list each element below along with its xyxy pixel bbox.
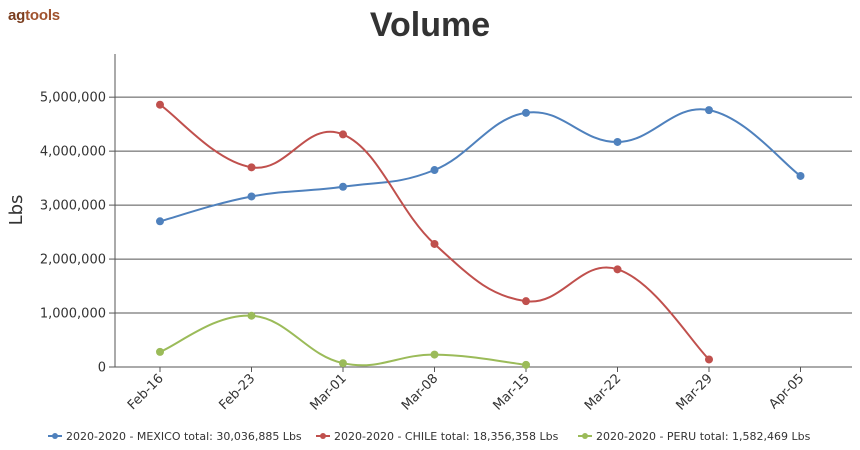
y-tick-label: 5,000,000: [40, 91, 106, 106]
mexico-data-point[interactable]: [430, 166, 439, 175]
legend-swatch-dot: [582, 433, 588, 439]
y-tick-label: 0: [98, 361, 106, 376]
chile-data-point[interactable]: [522, 297, 530, 306]
logo-suffix: tools: [25, 7, 60, 24]
agtools-logo[interactable]: agtools: [8, 7, 60, 24]
legend-label: 2020-2020 - CHILE total: 18,356,358 Lbs: [334, 430, 559, 443]
legend-item-chile[interactable]: 2020-2020 - CHILE total: 18,356,358 Lbs: [316, 430, 559, 443]
y-tick-label: 3,000,000: [40, 199, 106, 214]
mexico-series-line: [159, 108, 802, 223]
legend-swatch-dot: [320, 433, 326, 439]
peru-data-point[interactable]: [430, 350, 439, 359]
chile-data-point[interactable]: [430, 239, 439, 248]
x-tick-labels: Feb-16 Feb-23 Mar-01 Mar-08 Mar-15 Mar-22 Mar-…: [125, 371, 807, 413]
chile-data-point[interactable]: [247, 163, 256, 172]
peru-data-point[interactable]: [247, 311, 256, 320]
x-tick-label: Mar-15: [490, 371, 532, 413]
mexico-data-point[interactable]: [796, 171, 805, 180]
peru-data-point[interactable]: [339, 359, 347, 368]
chile-data-point[interactable]: [156, 100, 164, 109]
legend-label: 2020-2020 - PERU total: 1,582,469 Lbs: [596, 430, 811, 443]
x-tick-label: Mar-29: [673, 371, 715, 413]
chart-title: Volume: [370, 6, 490, 44]
peru-data-point[interactable]: [522, 360, 530, 369]
y-tick-labels: 0 1,000,000 2,000,000 3,000,000 4,000,000 5,0…: [40, 91, 106, 376]
logo-prefix: ag: [8, 7, 25, 24]
legend-item-peru[interactable]: 2020-2020 - PERU total: 1,582,469 Lbs: [578, 430, 811, 443]
x-tick-label: Mar-08: [399, 371, 441, 413]
chile-data-point[interactable]: [613, 265, 622, 274]
peru-series-line: [159, 314, 527, 367]
y-tick-label: 2,000,000: [40, 253, 106, 268]
peru-data-point[interactable]: [156, 347, 164, 356]
x-tick-label: Mar-01: [307, 371, 349, 413]
y-axis-label: Lbs: [6, 195, 27, 226]
mexico-data-point[interactable]: [522, 108, 530, 117]
legend-item-mexico[interactable]: 2020-2020 - MEXICO total: 30,036,885 Lbs: [48, 430, 302, 443]
x-tick-label: Feb-16: [125, 371, 167, 413]
gridlines: [115, 96, 852, 314]
mexico-data-point[interactable]: [705, 106, 713, 115]
mexico-data-point[interactable]: [613, 137, 622, 146]
legend: 2020-2020 - MEXICO total: 30,036,885 Lbs…: [48, 430, 811, 443]
mexico-data-point[interactable]: [247, 192, 256, 201]
data-series: [156, 100, 805, 369]
mexico-data-point[interactable]: [339, 182, 347, 191]
y-tick-label: 1,000,000: [40, 307, 106, 322]
x-tick-label: Mar-22: [582, 371, 624, 413]
x-tick-label: Feb-23: [216, 371, 258, 413]
legend-label: 2020-2020 - MEXICO total: 30,036,885 Lbs: [66, 430, 302, 443]
chile-data-point[interactable]: [705, 355, 713, 364]
x-tick-label: Apr-05: [766, 371, 807, 412]
legend-swatch-dot: [52, 433, 58, 439]
mexico-data-point[interactable]: [156, 217, 164, 226]
chile-series-line: [159, 103, 710, 361]
axes: [109, 54, 852, 372]
chile-data-point[interactable]: [339, 130, 347, 139]
y-tick-label: 4,000,000: [40, 145, 106, 160]
